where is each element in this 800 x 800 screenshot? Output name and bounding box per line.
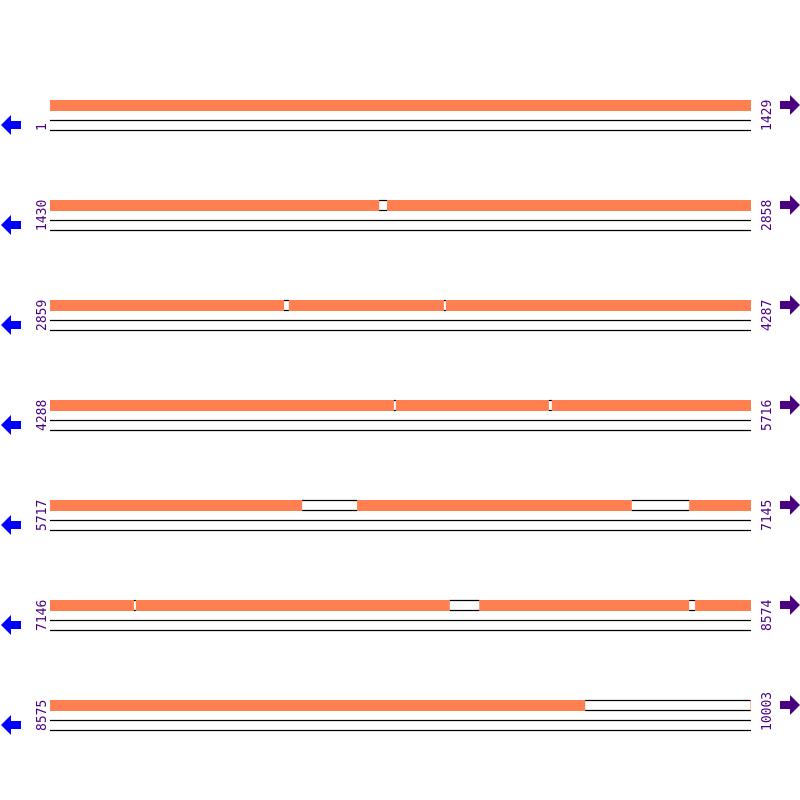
arrow-left-icon (1, 415, 21, 435)
row-start-label: 4288 (35, 400, 50, 431)
sequence-row: 8575 10003 (1, 692, 800, 735)
row-start-label: 1 (35, 123, 50, 131)
sequence-row: 7146 8574 (1, 595, 800, 635)
coverage-gap (393, 400, 396, 411)
arrow-right-icon (780, 195, 800, 215)
coverage-gap (548, 400, 552, 411)
row-end-label: 4287 (760, 300, 775, 331)
coverage-gap (133, 600, 136, 611)
row-start-label: 2859 (35, 300, 50, 331)
arrow-right-icon (780, 395, 800, 415)
arrow-right-icon (780, 95, 800, 115)
row-end-label: 7145 (760, 500, 775, 531)
coverage-bar (50, 500, 751, 511)
arrow-left-icon (1, 215, 21, 235)
coverage-bar (50, 600, 751, 611)
row-end-label: 8574 (760, 600, 775, 631)
arrow-right-icon (780, 595, 800, 615)
coverage-gap (379, 200, 388, 211)
row-end-label: 2858 (760, 200, 775, 231)
row-end-label: 5716 (760, 400, 775, 431)
coverage-gap (585, 700, 751, 711)
arrow-left-icon (1, 615, 21, 635)
sequence-row: 1 1429 (1, 95, 800, 135)
coverage-bar (50, 700, 751, 711)
coverage-gap (449, 600, 480, 611)
arrow-left-icon (1, 715, 21, 735)
sequence-row: 2859 4287 (1, 295, 800, 335)
coverage-gap (631, 500, 690, 511)
coverage-bar (50, 200, 751, 211)
row-end-label: 1429 (760, 100, 775, 131)
coverage-gap (302, 500, 358, 511)
coverage-bar (50, 100, 751, 111)
arrow-left-icon (1, 515, 21, 535)
coverage-gap (283, 300, 289, 311)
row-start-label: 5717 (35, 500, 50, 531)
coverage-gap (689, 600, 696, 611)
sequence-row: 4288 5716 (1, 395, 800, 435)
row-end-label: 10003 (760, 692, 775, 731)
row-start-label: 1430 (35, 200, 50, 231)
arrow-right-icon (780, 695, 800, 715)
sequence-row: 5717 7145 (1, 495, 800, 535)
row-start-label: 8575 (35, 700, 50, 731)
sequence-row: 1430 2858 (1, 195, 800, 235)
arrow-right-icon (780, 495, 800, 515)
row-start-label: 7146 (35, 600, 50, 631)
arrow-left-icon (1, 315, 21, 335)
coverage-bar (50, 300, 751, 311)
coverage-gap (443, 300, 446, 311)
arrow-right-icon (780, 295, 800, 315)
coverage-bar (50, 400, 751, 411)
arrow-left-icon (1, 115, 21, 135)
